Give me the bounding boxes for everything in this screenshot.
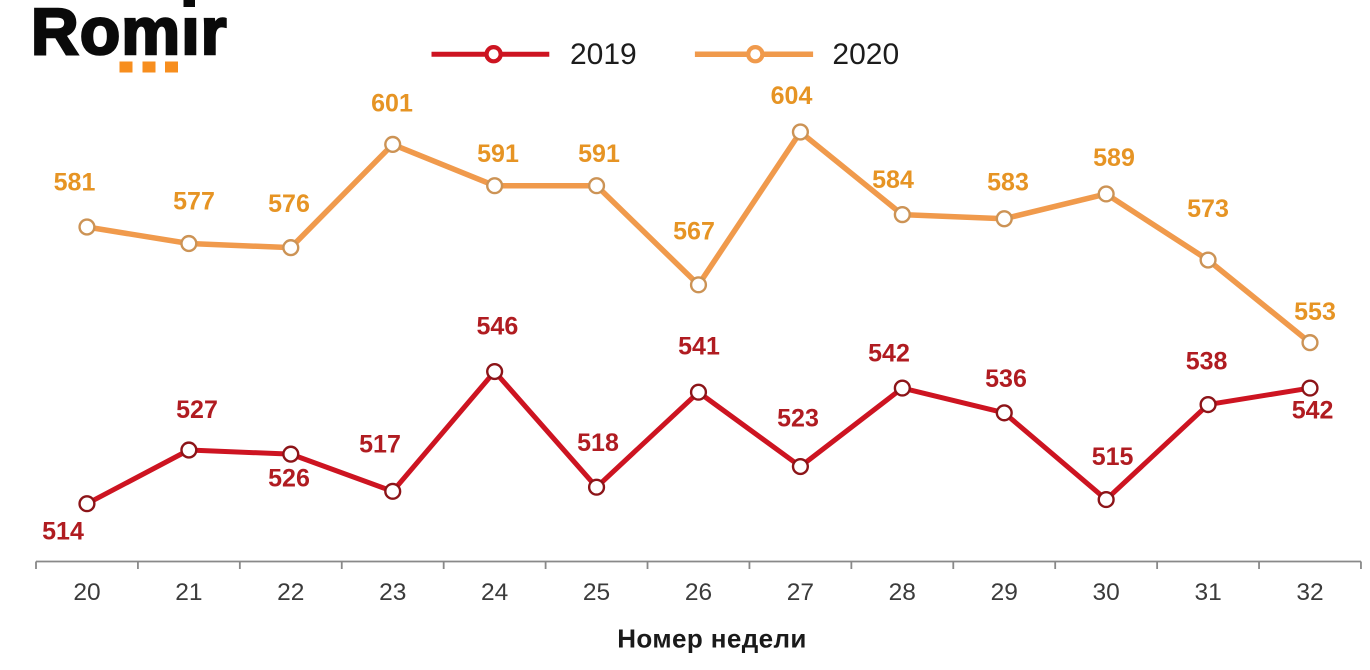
- svg-text:573: 573: [1187, 195, 1229, 223]
- svg-text:26: 26: [685, 579, 712, 606]
- svg-text:541: 541: [678, 333, 720, 361]
- svg-text:515: 515: [1092, 443, 1134, 471]
- svg-text:24: 24: [481, 579, 508, 606]
- svg-text:567: 567: [673, 218, 715, 246]
- svg-text:577: 577: [173, 188, 215, 216]
- svg-text:601: 601: [371, 90, 413, 118]
- svg-text:538: 538: [1186, 348, 1228, 376]
- svg-text:591: 591: [477, 140, 519, 168]
- svg-text:584: 584: [872, 166, 914, 194]
- svg-text:23: 23: [379, 579, 406, 606]
- svg-text:536: 536: [985, 365, 1027, 393]
- svg-text:Romır: Romır: [31, 0, 228, 68]
- svg-text:523: 523: [777, 404, 819, 432]
- svg-text:517: 517: [359, 430, 401, 458]
- svg-text:583: 583: [987, 169, 1029, 197]
- svg-text:546: 546: [477, 312, 519, 340]
- svg-text:576: 576: [268, 190, 310, 218]
- svg-text:22: 22: [277, 579, 304, 606]
- svg-text:553: 553: [1294, 298, 1336, 326]
- svg-text:542: 542: [868, 339, 910, 367]
- svg-text:27: 27: [787, 579, 814, 606]
- svg-text:Номер недели: Номер недели: [617, 624, 807, 654]
- svg-text:29: 29: [991, 579, 1018, 606]
- svg-text:589: 589: [1093, 144, 1135, 172]
- svg-text:21: 21: [175, 579, 202, 606]
- svg-text:581: 581: [54, 169, 96, 197]
- svg-text:25: 25: [583, 579, 610, 606]
- svg-text:542: 542: [1292, 397, 1334, 425]
- svg-text:2020: 2020: [832, 38, 899, 71]
- svg-text:604: 604: [771, 82, 813, 110]
- svg-text:526: 526: [268, 464, 310, 492]
- svg-text:32: 32: [1296, 579, 1323, 606]
- svg-text:20: 20: [73, 579, 100, 606]
- svg-text:2019: 2019: [570, 38, 637, 71]
- svg-text:31: 31: [1194, 579, 1221, 606]
- svg-text:514: 514: [42, 518, 84, 546]
- svg-text:518: 518: [577, 429, 619, 457]
- svg-text:28: 28: [889, 579, 916, 606]
- svg-text:30: 30: [1093, 579, 1120, 606]
- svg-text:591: 591: [578, 140, 620, 168]
- svg-text:527: 527: [176, 396, 218, 424]
